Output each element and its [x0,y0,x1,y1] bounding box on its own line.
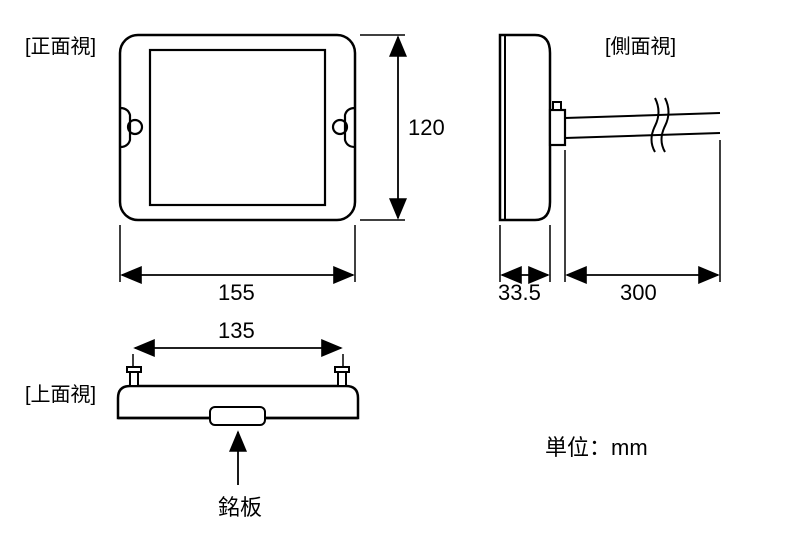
dim-height-120 [360,35,405,220]
dim-300 [565,140,720,282]
dim-width-135 [133,348,343,370]
drawing-svg [0,0,800,542]
top-view-drawing [118,367,358,425]
dim-width-155 [120,225,355,282]
dim-33-5 [500,225,550,282]
side-view-drawing [500,35,720,220]
front-view-drawing [120,35,355,220]
